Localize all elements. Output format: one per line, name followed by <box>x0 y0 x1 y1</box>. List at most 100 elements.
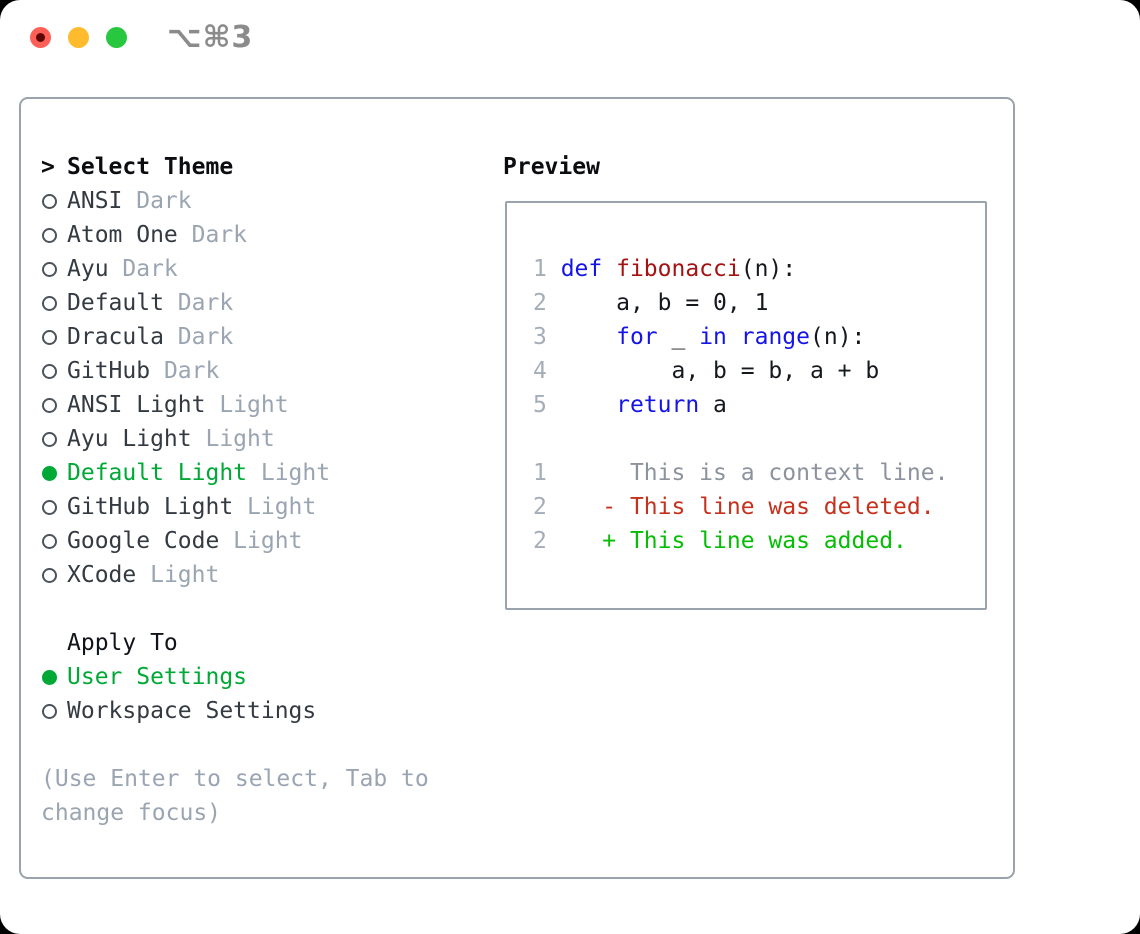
apply-option[interactable]: User Settings <box>41 660 486 694</box>
code-segment-line-number: 2 <box>533 528 547 554</box>
theme-item[interactable]: Ayu Dark <box>41 252 486 286</box>
code-segment-plain: a <box>699 392 727 418</box>
theme-item[interactable]: Ayu Light Light <box>41 422 486 456</box>
zoom-button-icon[interactable] <box>106 27 127 48</box>
theme-item[interactable]: Atom One Dark <box>41 218 486 252</box>
theme-variant-label: Dark <box>150 358 220 384</box>
theme-item-label: Atom One <box>67 222 178 248</box>
preview-header: Preview <box>503 154 600 180</box>
theme-item-label: Dracula <box>67 324 164 350</box>
theme-variant-label: Dark <box>163 324 234 350</box>
theme-item[interactable]: Dracula Dark <box>41 320 486 354</box>
code-segment-plain: (n): <box>740 256 797 282</box>
theme-list-header: Select Theme <box>67 154 234 180</box>
theme-picker-panel: > Select Theme ANSI Dark Atom One Dark Ayu… <box>19 97 1015 879</box>
radio-icon <box>41 397 67 413</box>
radio-icon <box>41 533 67 549</box>
preview-line: 4 a, b = b, a + b <box>533 354 985 388</box>
code-segment-keyword: def <box>560 256 617 282</box>
window-title: ⌥⌘3 <box>167 20 254 55</box>
theme-variant-label: Light <box>219 528 303 554</box>
theme-item-label: Ayu Light <box>67 426 192 452</box>
theme-variant-label: Dark <box>163 290 234 316</box>
preview-line: 1 def fibonacci(n): <box>533 252 985 286</box>
theme-variant-label: Dark <box>108 256 178 282</box>
code-segment-deleted: - This line was deleted. <box>546 494 935 520</box>
preview-line: 2 a, b = 0, 1 <box>533 286 985 320</box>
radio-icon <box>41 227 67 243</box>
theme-item[interactable]: GitHub Dark <box>41 354 486 388</box>
code-segment-line-number: 1 <box>533 256 561 282</box>
preview-line: 1 This is a context line. <box>533 456 985 490</box>
code-segment-plain: a, b = 0, 1 <box>560 290 769 316</box>
theme-variant-label: Dark <box>177 222 248 248</box>
code-segment-function: fibonacci <box>616 256 741 282</box>
preview-line <box>533 422 985 456</box>
theme-item-label: Default <box>67 290 164 316</box>
theme-variant-label: Light <box>233 494 317 520</box>
theme-list: ANSI Dark Atom One Dark Ayu Dark Default Da… <box>41 184 486 592</box>
radio-icon <box>41 261 67 277</box>
spacer <box>41 728 486 762</box>
titlebar: ⌥⌘3 <box>0 0 1140 76</box>
radio-icon <box>41 295 67 311</box>
radio-selected-icon <box>41 465 67 481</box>
code-segment-keyword: return <box>616 392 700 418</box>
theme-item[interactable]: Default Light Light <box>41 456 486 490</box>
theme-item[interactable]: ANSI Light Light <box>41 388 486 422</box>
theme-item-label: GitHub <box>67 358 151 384</box>
code-segment-plain <box>561 324 616 350</box>
code-segment-keyword: in <box>699 324 727 350</box>
theme-variant-label: Light <box>247 460 331 486</box>
code-segment-keyword: range <box>740 324 810 350</box>
code-segment-line-number: 2 <box>533 290 561 316</box>
preview-line: 3 for _ in range(n): <box>533 320 985 354</box>
apply-to-options: User Settings Workspace Settings <box>41 660 486 728</box>
spacer <box>41 592 486 626</box>
preview-line: 2 - This line was deleted. <box>533 490 985 524</box>
theme-list-header-row: > Select Theme <box>41 150 486 184</box>
theme-variant-label: Light <box>205 392 289 418</box>
radio-icon <box>41 431 67 447</box>
theme-item-label: Ayu <box>67 256 109 282</box>
apply-option-label: User Settings <box>67 664 248 690</box>
apply-to-header: Apply To <box>67 630 178 656</box>
theme-item-label: XCode <box>67 562 137 588</box>
minimize-button-icon[interactable] <box>68 27 89 48</box>
radio-icon <box>41 329 67 345</box>
theme-variant-label: Light <box>136 562 220 588</box>
code-segment-line-number: 2 <box>533 494 547 520</box>
theme-item[interactable]: Google Code Light <box>41 524 486 558</box>
theme-item[interactable]: ANSI Dark <box>41 184 486 218</box>
code-segment-keyword: for <box>616 324 658 350</box>
preview-line: 5 return a <box>533 388 985 422</box>
radio-selected-icon <box>41 669 67 685</box>
close-button-icon[interactable] <box>30 27 51 48</box>
theme-item[interactable]: XCode Light <box>41 558 486 592</box>
keyboard-hint: (Use Enter to select, Tab to change focu… <box>41 766 429 826</box>
code-segment-line-number: 3 <box>533 324 561 350</box>
apply-option-label: Workspace Settings <box>67 698 317 724</box>
apply-option[interactable]: Workspace Settings <box>41 694 486 728</box>
code-segment-context: This is a context line. <box>546 460 949 486</box>
radio-icon <box>41 499 67 515</box>
left-column: > Select Theme ANSI Dark Atom One Dark Ayu… <box>41 150 486 830</box>
code-segment-line-number: 1 <box>533 460 547 486</box>
code-segment-line-number: 4 <box>533 358 561 384</box>
code-segment-plain: _ <box>657 324 700 350</box>
code-segment-added: + This line was added. <box>546 528 907 554</box>
code-segment-plain: (n): <box>810 324 866 350</box>
theme-item[interactable]: GitHub Light Light <box>41 490 486 524</box>
radio-icon <box>41 363 67 379</box>
traffic-lights <box>30 27 127 48</box>
selection-cursor-icon: > <box>41 154 55 180</box>
radio-icon <box>41 567 67 583</box>
theme-item-label: ANSI <box>67 188 123 214</box>
code-segment-plain <box>727 324 741 350</box>
theme-item-label: Google Code <box>67 528 220 554</box>
code-segment-plain <box>561 392 616 418</box>
theme-item[interactable]: Default Dark <box>41 286 486 320</box>
